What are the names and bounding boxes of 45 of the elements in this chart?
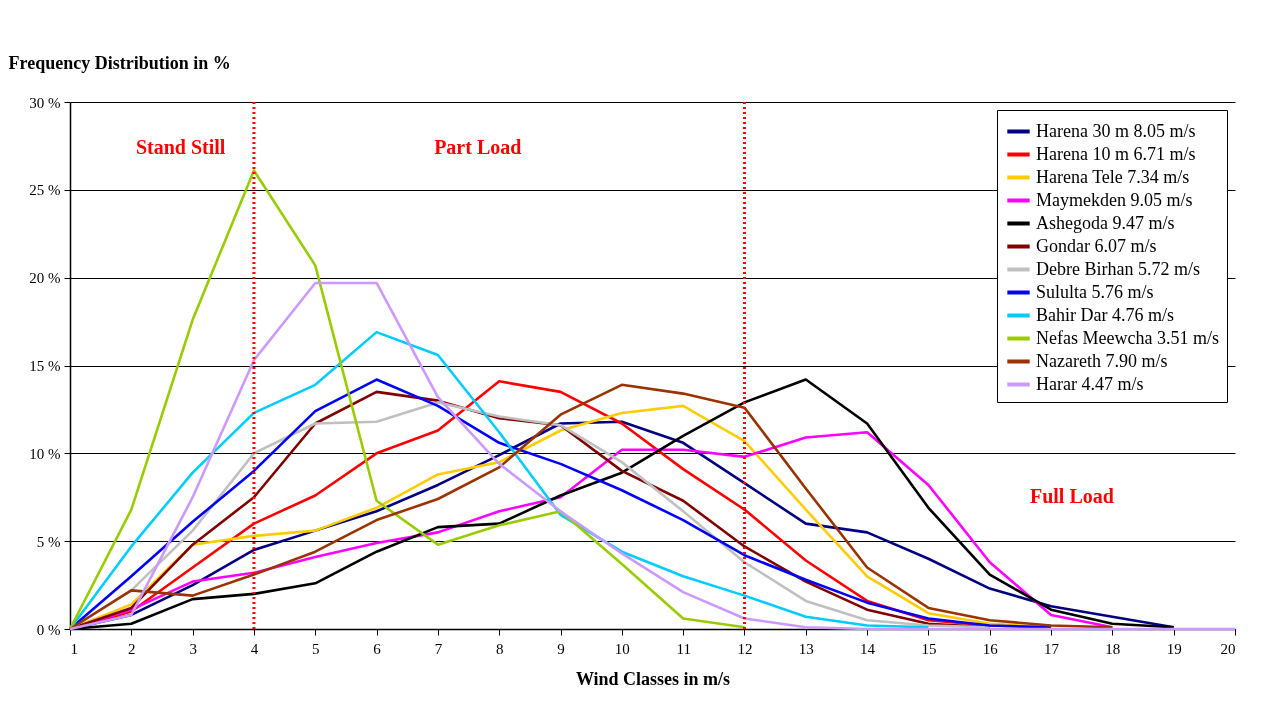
y-tick-label: 10 % <box>29 445 61 462</box>
x-tick-label: 8 <box>495 640 504 657</box>
legend-label: Sululta 5.76 m/s <box>1036 281 1154 302</box>
x-tick-label: 6 <box>373 640 382 657</box>
y-tick-label: 5 % <box>36 533 61 550</box>
legend-label: Harar 4.47 m/s <box>1036 373 1144 394</box>
legend-label: Harena Tele 7.34 m/s <box>1036 166 1190 187</box>
x-tick-label: 19 <box>1166 640 1182 657</box>
x-tick-label: 5 <box>312 640 320 657</box>
x-tick-label: 12 <box>737 640 753 657</box>
legend-label: Nefas Meewcha 3.51 m/s <box>1036 327 1219 348</box>
x-tick-label: 9 <box>557 640 565 657</box>
annotation: Stand Still <box>135 136 226 159</box>
x-tick-label: 15 <box>921 640 937 657</box>
legend-label: Debre Birhan 5.72 m/s <box>1036 258 1200 279</box>
x-tick-label: 14 <box>860 640 876 657</box>
legend-label: Harena 10 m 6.71 m/s <box>1036 143 1196 164</box>
y-tick-label: 30 % <box>29 94 61 111</box>
legend-label: Bahir Dar 4.76 m/s <box>1036 304 1174 325</box>
legend-label: Gondar 6.07 m/s <box>1036 235 1157 256</box>
y-tick-label: 20 % <box>29 270 61 287</box>
legend-label: Nazareth 7.90 m/s <box>1036 350 1168 371</box>
x-tick-label: 20 <box>1220 640 1236 657</box>
y-axis-title: Frequency Distribution in % <box>8 52 231 73</box>
annotation: Full Load <box>1029 485 1114 508</box>
legend-label: Maymekden 9.05 m/s <box>1036 189 1193 210</box>
x-tick-label: 16 <box>982 640 999 657</box>
x-tick-label: 10 <box>614 640 630 657</box>
x-tick-label: 4 <box>250 640 259 657</box>
x-tick-label: 7 <box>434 640 443 657</box>
x-tick-label: 13 <box>798 640 814 657</box>
y-tick-label: 15 % <box>29 358 61 374</box>
x-tick-label: 11 <box>676 640 691 657</box>
x-tick-label: 2 <box>128 640 136 657</box>
x-tick-label: 17 <box>1044 640 1060 657</box>
x-tick-label: 18 <box>1105 640 1121 657</box>
annotation: Part Load <box>434 136 522 159</box>
y-tick-label: 0 % <box>36 621 61 638</box>
legend-label: Harena 30 m 8.05 m/s <box>1036 120 1196 141</box>
x-axis-title: Wind Classes in m/s <box>575 668 731 689</box>
x-tick-label: 1 <box>70 640 78 657</box>
y-tick-label: 25 % <box>29 182 61 199</box>
x-tick-label: 3 <box>189 640 197 657</box>
legend-label: Ashegoda 9.47 m/s <box>1036 212 1175 233</box>
line-series <box>68 169 746 631</box>
